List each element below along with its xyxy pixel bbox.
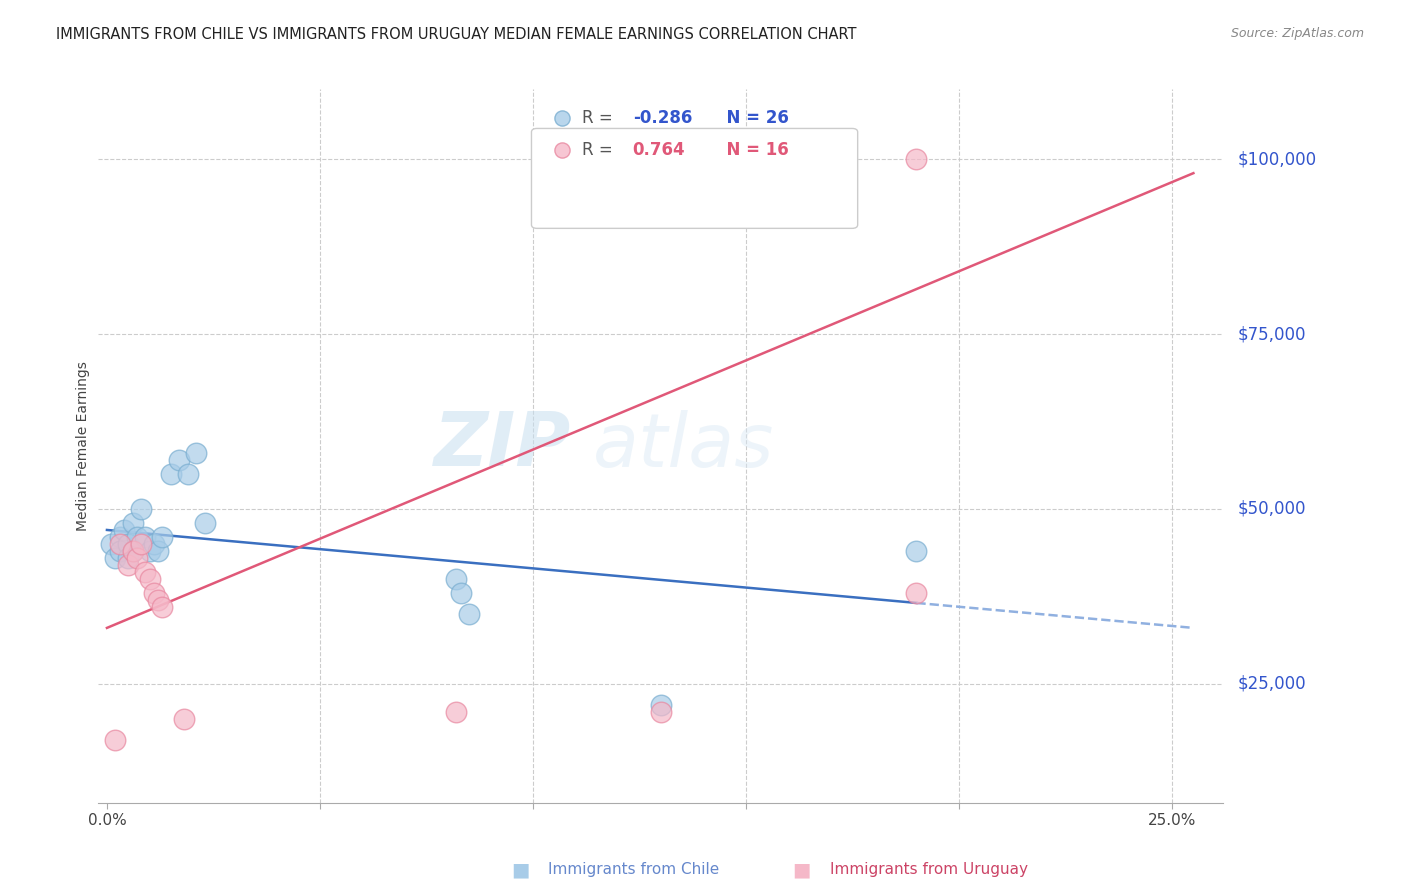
Point	[177, 467, 200, 481]
Text: R =: R =	[582, 141, 623, 159]
Point	[138, 544, 160, 558]
Point	[446, 572, 468, 586]
Text: $25,000: $25,000	[1237, 675, 1306, 693]
Point	[650, 698, 672, 712]
Text: $75,000: $75,000	[1237, 325, 1306, 343]
Text: N = 26: N = 26	[714, 109, 789, 127]
Point	[108, 530, 131, 544]
Point	[121, 544, 143, 558]
Point	[108, 544, 131, 558]
Point	[121, 544, 143, 558]
Point	[142, 586, 165, 600]
FancyBboxPatch shape	[531, 128, 858, 228]
Text: N = 16: N = 16	[714, 141, 789, 159]
Point	[117, 550, 139, 565]
Text: R =: R =	[582, 109, 619, 127]
Text: Immigrants from Chile: Immigrants from Chile	[548, 863, 720, 877]
Text: Source: ZipAtlas.com: Source: ZipAtlas.com	[1230, 27, 1364, 40]
Point	[905, 544, 928, 558]
Point	[146, 593, 169, 607]
Point	[173, 712, 195, 726]
Point	[134, 530, 156, 544]
Point	[450, 586, 472, 600]
Text: -0.286: -0.286	[633, 109, 692, 127]
Text: 0.764: 0.764	[633, 141, 685, 159]
Point	[138, 572, 160, 586]
Text: $50,000: $50,000	[1237, 500, 1306, 518]
Point	[905, 586, 928, 600]
Point	[125, 550, 148, 565]
Point	[125, 530, 148, 544]
Point	[117, 537, 139, 551]
Text: IMMIGRANTS FROM CHILE VS IMMIGRANTS FROM URUGUAY MEDIAN FEMALE EARNINGS CORRELAT: IMMIGRANTS FROM CHILE VS IMMIGRANTS FROM…	[56, 27, 856, 42]
Point	[446, 705, 468, 719]
Point	[100, 537, 122, 551]
Text: ■: ■	[792, 860, 811, 880]
Text: Immigrants from Uruguay: Immigrants from Uruguay	[830, 863, 1028, 877]
Point	[129, 502, 152, 516]
Text: ZIP: ZIP	[433, 409, 571, 483]
Text: $100,000: $100,000	[1237, 150, 1316, 169]
Point	[150, 530, 173, 544]
Point	[160, 467, 183, 481]
Point	[142, 537, 165, 551]
Point	[650, 705, 672, 719]
Point	[146, 544, 169, 558]
Point	[458, 607, 481, 621]
Point	[129, 537, 152, 551]
Point	[169, 453, 191, 467]
Text: ■: ■	[510, 860, 530, 880]
Point	[108, 537, 131, 551]
Point	[104, 550, 127, 565]
Point	[112, 523, 135, 537]
Text: atlas: atlas	[593, 410, 775, 482]
Point	[186, 446, 208, 460]
Point	[905, 152, 928, 166]
Point	[104, 732, 127, 747]
Point	[134, 565, 156, 579]
Point	[117, 558, 139, 572]
Point	[194, 516, 217, 530]
Point	[150, 599, 173, 614]
Point	[121, 516, 143, 530]
Y-axis label: Median Female Earnings: Median Female Earnings	[76, 361, 90, 531]
